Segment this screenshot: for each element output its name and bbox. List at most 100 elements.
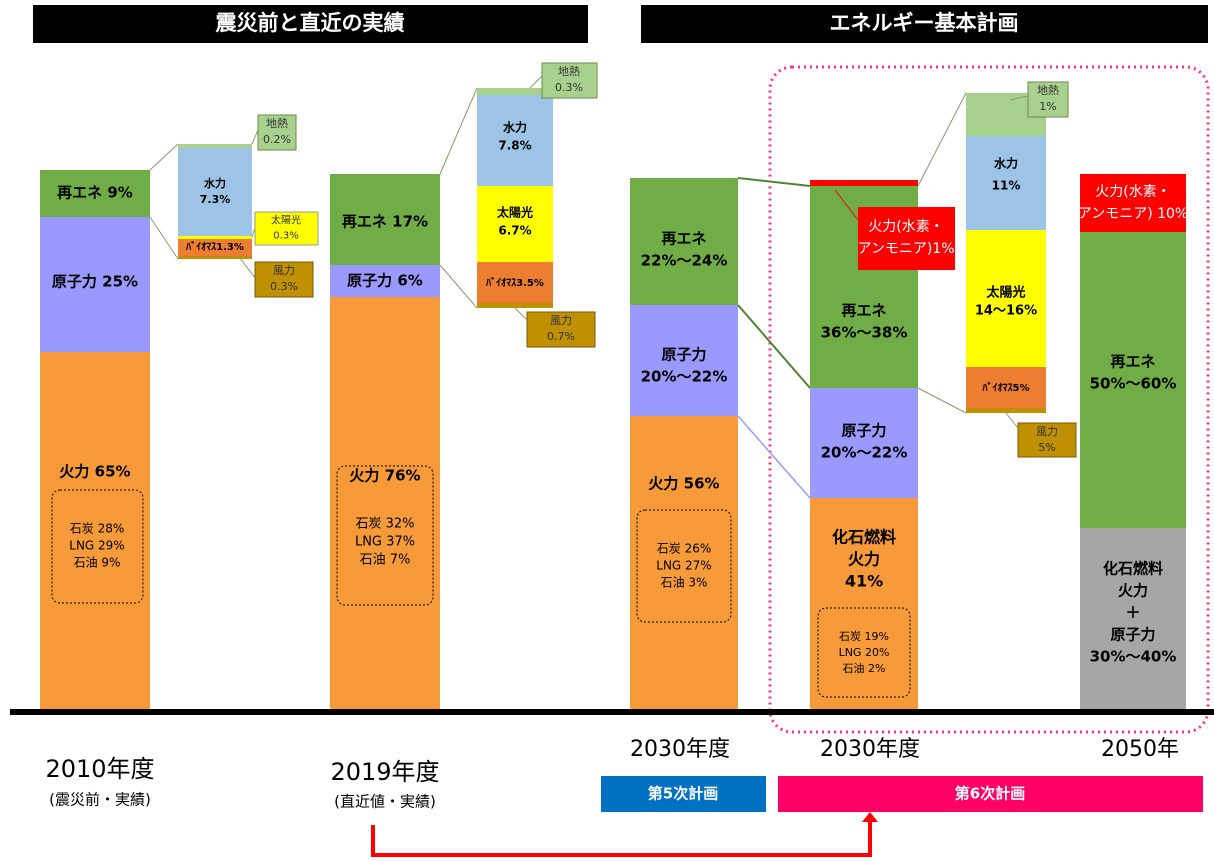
- label: 太陽光: [271, 214, 301, 227]
- label: 原子力 25%: [52, 273, 138, 291]
- label: 6.7%: [498, 224, 531, 238]
- connector: [439, 264, 478, 309]
- label: 原子力: [1110, 626, 1155, 644]
- segment: [477, 186, 553, 262]
- label: 原子力: [661, 346, 706, 364]
- label: LNG 37%: [355, 535, 415, 550]
- label: ﾊﾞｲｵﾏｽ5%: [982, 381, 1030, 394]
- baseline: [10, 709, 1214, 715]
- label: 2030年度: [630, 737, 730, 762]
- segment: [1080, 528, 1186, 712]
- label: 火力: [1118, 582, 1148, 600]
- callout: [254, 261, 314, 298]
- connector: [149, 216, 179, 260]
- label: 14～16%: [975, 304, 1037, 319]
- segment: [630, 178, 738, 305]
- label: 水力: [204, 176, 226, 190]
- label: 20%～22%: [641, 368, 728, 386]
- header-bar: [33, 5, 588, 43]
- segment: [1080, 174, 1186, 232]
- callout: [541, 62, 598, 99]
- label: 41%: [845, 572, 883, 591]
- segment: [40, 352, 150, 712]
- label: 再エネ: [841, 302, 886, 320]
- label: 5%: [1038, 441, 1055, 454]
- label: 火力: [848, 550, 880, 569]
- label: 水力: [503, 120, 527, 135]
- segment: [178, 236, 252, 239]
- connector: [251, 129, 259, 145]
- label: 2030年度: [820, 737, 920, 762]
- label: 石油 2%: [843, 661, 886, 675]
- label: 地熱: [558, 65, 580, 78]
- label: 2050年: [1101, 737, 1179, 762]
- label: 太陽光: [985, 285, 1025, 301]
- label: 50%～60%: [1090, 375, 1177, 393]
- label: 2019年度: [330, 758, 439, 786]
- label: 風力: [550, 314, 572, 327]
- segment: [178, 144, 252, 148]
- segment: [178, 148, 252, 236]
- connector: [149, 143, 179, 171]
- label: ＋: [1125, 604, 1140, 622]
- callout: [257, 114, 297, 151]
- label: 火力(水素・: [868, 219, 943, 235]
- label: 22%～24%: [641, 252, 728, 270]
- label: アンモニア)1%: [857, 241, 954, 257]
- segment: [178, 239, 252, 256]
- label: 再エネ 9%: [57, 184, 133, 202]
- label: ﾊﾞｲｵﾏｽ1.3%: [185, 240, 244, 253]
- connector: [439, 87, 478, 175]
- label: 0.3%: [270, 280, 298, 293]
- label: アンモニア) 10%: [1078, 206, 1188, 222]
- label: 再エネ: [661, 230, 706, 248]
- segment: [966, 367, 1046, 408]
- fuel-box: [336, 465, 434, 606]
- segment: [966, 408, 1046, 413]
- label: LNG 29%: [69, 539, 124, 553]
- label: 7.8%: [498, 139, 531, 153]
- segment: [178, 256, 252, 259]
- segment: [810, 180, 918, 186]
- label: 11%: [992, 179, 1021, 193]
- label: 0.3%: [273, 231, 298, 242]
- label: 0.3%: [555, 81, 583, 94]
- connector: [514, 307, 528, 321]
- segment: [477, 303, 553, 308]
- label: 石炭 28%: [70, 522, 125, 536]
- label: 1%: [1039, 100, 1056, 113]
- segment: [330, 174, 440, 265]
- segment: [330, 265, 440, 297]
- label: 第5次計画: [648, 785, 718, 803]
- label: 火力 76%: [349, 467, 420, 485]
- segment: [477, 88, 553, 95]
- callout: [526, 311, 596, 348]
- label: 化石燃料: [1103, 560, 1163, 578]
- arrow-head: [862, 812, 878, 822]
- label: 水力: [994, 156, 1018, 171]
- label: 再エネ: [1110, 353, 1155, 371]
- fuel-box: [817, 607, 911, 698]
- label: 20%～22%: [821, 444, 908, 462]
- arrow: [371, 820, 872, 857]
- label: 石炭 32%: [355, 517, 414, 532]
- segment: [810, 498, 918, 712]
- connector: [917, 387, 967, 414]
- segment: [966, 136, 1046, 230]
- callout: [1027, 81, 1069, 118]
- label: 0.2%: [263, 133, 291, 146]
- connector: [529, 75, 543, 89]
- label: 第6次計画: [955, 785, 1025, 803]
- label: 地熱: [1037, 84, 1059, 97]
- segment: [477, 262, 553, 303]
- plan-frame: [768, 65, 1210, 734]
- label: 石炭 19%: [839, 630, 889, 643]
- label: 石油 3%: [661, 576, 708, 590]
- connector: [834, 189, 859, 221]
- segment: [40, 217, 150, 352]
- callout: [1017, 422, 1077, 458]
- label: (震災前・実績): [49, 791, 151, 809]
- connector: [737, 177, 811, 187]
- fuel-box: [51, 489, 144, 604]
